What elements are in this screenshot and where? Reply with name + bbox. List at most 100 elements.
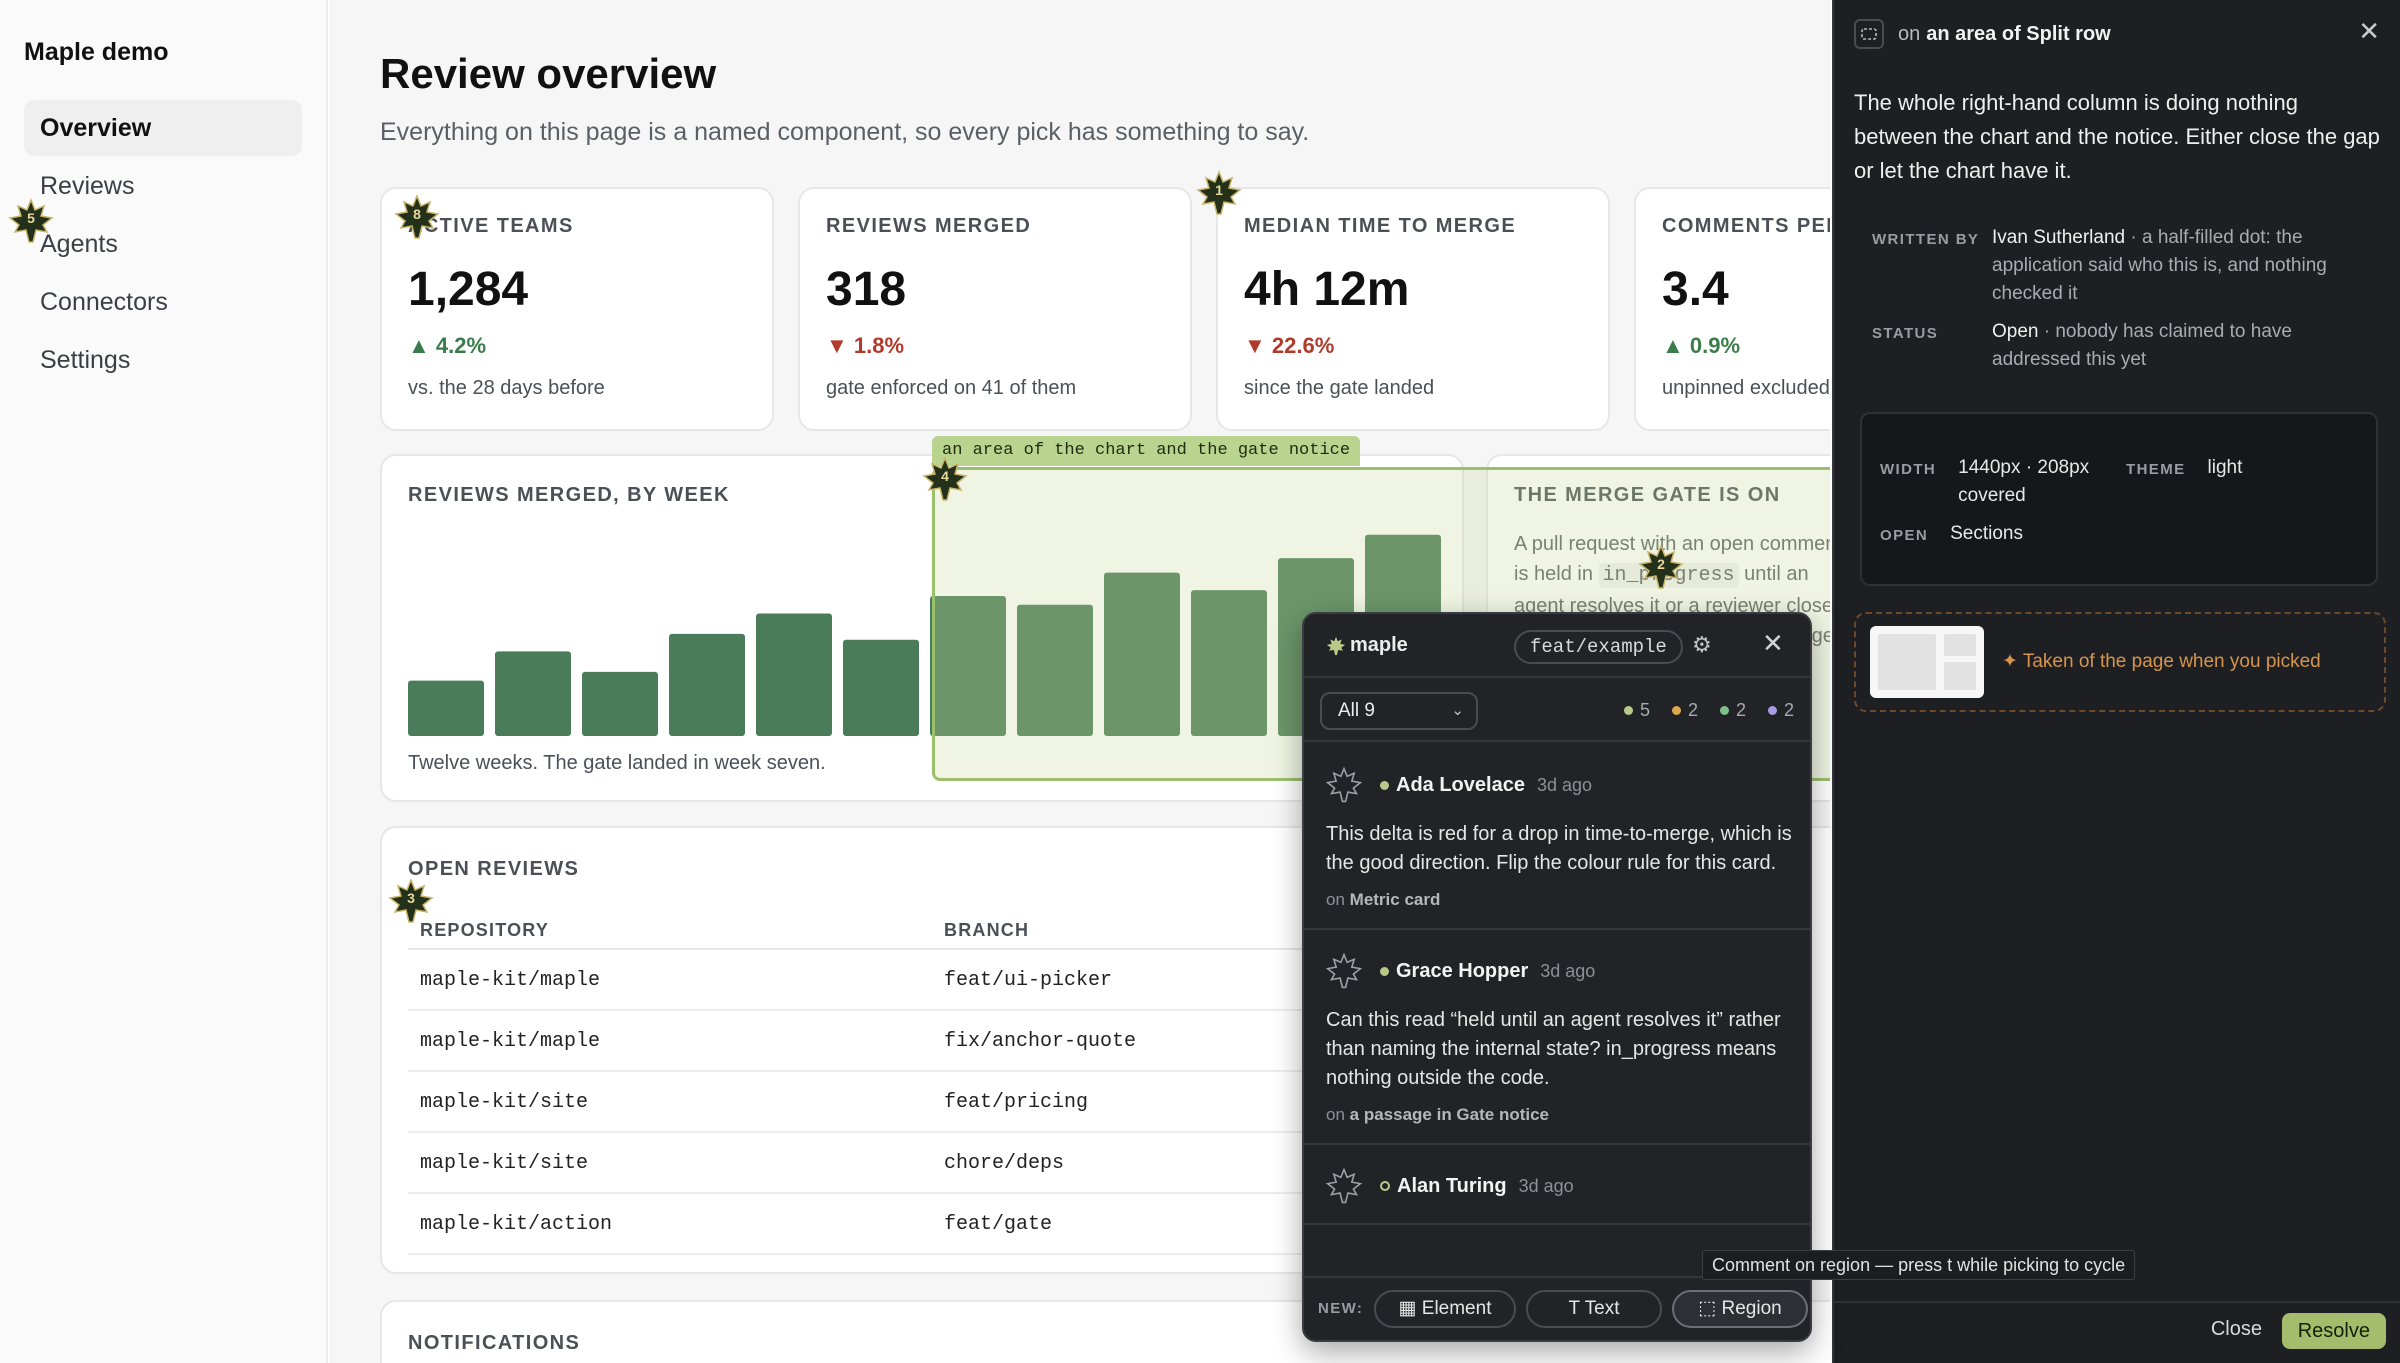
- written-by-row: WRITTEN BY Ivan Sutherland · a half-fill…: [1872, 224, 2372, 308]
- sparkle-icon: ✦: [2002, 651, 2018, 672]
- sidebar-nav: Overview Reviews Agents Connectors Setti…: [24, 100, 302, 390]
- comment-author: Ada Lovelace: [1396, 773, 1525, 796]
- anchor-target: a passage in Gate notice: [1349, 1105, 1550, 1124]
- comment-author-row: Grace Hopper 3d ago: [1326, 952, 1792, 990]
- metric-card-reviews-merged[interactable]: REVIEWS MERGED 318 ▼ 1.8% gate enforced …: [798, 187, 1192, 431]
- new-text-button[interactable]: T Text: [1526, 1290, 1662, 1328]
- comment-marker-leaf-icon[interactable]: 8: [394, 193, 440, 240]
- author-name: Ivan Sutherland: [1992, 227, 2126, 248]
- close-button[interactable]: Close: [2210, 1318, 2262, 1340]
- arrow-down-icon: ▼: [1244, 333, 1266, 358]
- bar-week-5[interactable]: [756, 613, 832, 737]
- comment-item[interactable]: Grace Hopper 3d ago Can this read “held …: [1304, 930, 1810, 1145]
- comment-marker-leaf-icon[interactable]: 3: [388, 877, 434, 924]
- table-row[interactable]: maple-kit/site feat/pricing: [408, 1072, 1808, 1133]
- maple-leaf-icon: [1638, 543, 1684, 589]
- anchor-prefix: on: [1326, 1105, 1345, 1124]
- count-value: 2: [1735, 700, 1746, 720]
- snapshot-thumbnail[interactable]: [1870, 626, 1984, 698]
- app-title: Maple demo: [24, 38, 169, 66]
- button-label: Text: [1584, 1298, 1620, 1319]
- close-icon[interactable]: ✕: [1762, 628, 1784, 658]
- count-open[interactable]: 5: [1623, 700, 1650, 721]
- bar-week-2[interactable]: [495, 651, 571, 736]
- gate-title: THE MERGE GATE IS ON: [1514, 484, 1781, 506]
- bar-week-6[interactable]: [843, 639, 919, 736]
- maple-widget: maple feat/example ⚙ ✕ All 9 ⌄ 5 2 2 2 A…: [1302, 612, 1812, 1342]
- resolve-button[interactable]: Resolve: [2281, 1313, 2386, 1349]
- bar-week-9[interactable]: [1104, 572, 1180, 736]
- width-value: 1440px · 208px covered: [1958, 457, 2090, 506]
- comment-item[interactable]: Alan Turing 3d ago: [1304, 1145, 1810, 1225]
- comment-author: Grace Hopper: [1396, 959, 1529, 982]
- panel-header: on an area of Split row: [1854, 18, 2111, 50]
- close-icon[interactable]: ✕: [2358, 16, 2380, 46]
- cell-branch: feat/gate: [944, 1213, 1053, 1236]
- comment-item[interactable]: Ada Lovelace 3d ago This delta is red fo…: [1304, 744, 1810, 930]
- bar-week-10[interactable]: [1191, 590, 1267, 736]
- table-row[interactable]: maple-kit/site chore/deps: [408, 1133, 1808, 1194]
- bar-week-1[interactable]: [408, 680, 484, 736]
- metric-card-active-teams[interactable]: ACTIVE TEAMS 1,284 ▲ 4.2% vs. the 28 day…: [380, 187, 774, 431]
- comment-time: 3d ago: [1540, 960, 1596, 981]
- table-row[interactable]: maple-kit/maple feat/ui-picker: [408, 950, 1808, 1011]
- metric-card-comments-per-review[interactable]: COMMENTS PER REVIEW 3.4 ▲ 0.9% unpinned …: [1634, 187, 1830, 431]
- cell-branch: fix/anchor-quote: [944, 1030, 1137, 1053]
- metric-delta: ▼ 22.6%: [1244, 333, 1582, 359]
- maple-leaf-icon: [1326, 636, 1346, 655]
- region-icon: ⬚: [1698, 1298, 1717, 1319]
- theme-row: THEME light: [2126, 454, 2242, 484]
- comment-marker-leaf-icon[interactable]: 2: [1638, 543, 1684, 590]
- sidebar-item-agents[interactable]: Agents: [40, 230, 118, 258]
- comment-marker-leaf-icon[interactable]: 5: [8, 197, 54, 244]
- snapshot-box[interactable]: ✦ Taken of the page when you picked: [1854, 612, 2386, 712]
- chart-caption: Twelve weeks. The gate landed in week se…: [408, 752, 826, 774]
- metric-label: COMMENTS PER REVIEW: [1662, 215, 1830, 237]
- new-region-button[interactable]: ⬚ Region: [1672, 1290, 1808, 1328]
- new-element-button[interactable]: ▦ Element: [1374, 1290, 1516, 1328]
- comment-marker-leaf-icon[interactable]: 1: [1196, 169, 1242, 216]
- dot-icon: [1623, 706, 1633, 715]
- metric-delta: ▲ 4.2%: [408, 333, 746, 359]
- width-label: WIDTH: [1880, 461, 1937, 478]
- settings-sliders-icon[interactable]: ⚙: [1692, 632, 1712, 657]
- count-agent[interactable]: 2: [1767, 700, 1794, 721]
- metric-card-median-time[interactable]: MEDIAN TIME TO MERGE 4h 12m ▼ 22.6% sinc…: [1216, 187, 1610, 431]
- page-subtitle: Everything on this page is a named compo…: [380, 118, 1310, 146]
- text-icon: T: [1568, 1298, 1580, 1319]
- open-value[interactable]: Sections: [1950, 523, 2023, 544]
- metric-label: MEDIAN TIME TO MERGE: [1244, 215, 1517, 237]
- count-pending[interactable]: 2: [1671, 700, 1698, 721]
- written-by-label: WRITTEN BY: [1872, 231, 1980, 248]
- bar-week-7[interactable]: [930, 596, 1006, 736]
- cell-branch: feat/ui-picker: [944, 969, 1113, 992]
- bar-week-3[interactable]: [582, 671, 658, 736]
- comment-text: Can this read “held until an agent resol…: [1326, 1009, 1781, 1089]
- filter-select[interactable]: All 9 ⌄: [1320, 692, 1478, 730]
- status-value: Open · nobody has claimed to have addres…: [1992, 318, 2372, 374]
- metric-foot: unpinned excluded: [1662, 377, 1830, 399]
- cell-repository: maple-kit/action: [420, 1213, 613, 1236]
- branch-pill[interactable]: feat/example: [1514, 630, 1683, 664]
- table-row[interactable]: maple-kit/action feat/gate: [408, 1194, 1808, 1255]
- comment-marker-leaf-icon[interactable]: 4: [922, 455, 968, 502]
- bar-week-4[interactable]: [669, 633, 745, 736]
- metric-value: 3.4: [1662, 263, 1729, 316]
- sidebar-item-connectors[interactable]: Connectors: [40, 288, 168, 316]
- cell-repository: maple-kit/site: [420, 1152, 589, 1175]
- sidebar-item-reviews[interactable]: Reviews: [40, 172, 135, 200]
- theme-value: light: [2207, 457, 2243, 478]
- column-header-branch: BRANCH: [944, 920, 1030, 940]
- button-label: Element: [1421, 1298, 1492, 1319]
- count-resolved[interactable]: 2: [1719, 700, 1746, 721]
- cell-branch: feat/pricing: [944, 1091, 1089, 1114]
- metric-label: REVIEWS MERGED: [826, 215, 1032, 237]
- table-row[interactable]: maple-kit/maple fix/anchor-quote: [408, 1011, 1808, 1072]
- cell-repository: maple-kit/maple: [420, 969, 601, 992]
- notifications-title: NOTIFICATIONS: [408, 1332, 581, 1354]
- sidebar-item-overview[interactable]: Overview: [24, 100, 302, 156]
- new-label: NEW:: [1318, 1300, 1364, 1317]
- sidebar-item-settings[interactable]: Settings: [40, 346, 131, 374]
- chart-card[interactable]: REVIEWS MERGED, BY WEEK Twelve weeks. Th…: [380, 454, 1464, 802]
- bar-week-8[interactable]: [1017, 604, 1093, 736]
